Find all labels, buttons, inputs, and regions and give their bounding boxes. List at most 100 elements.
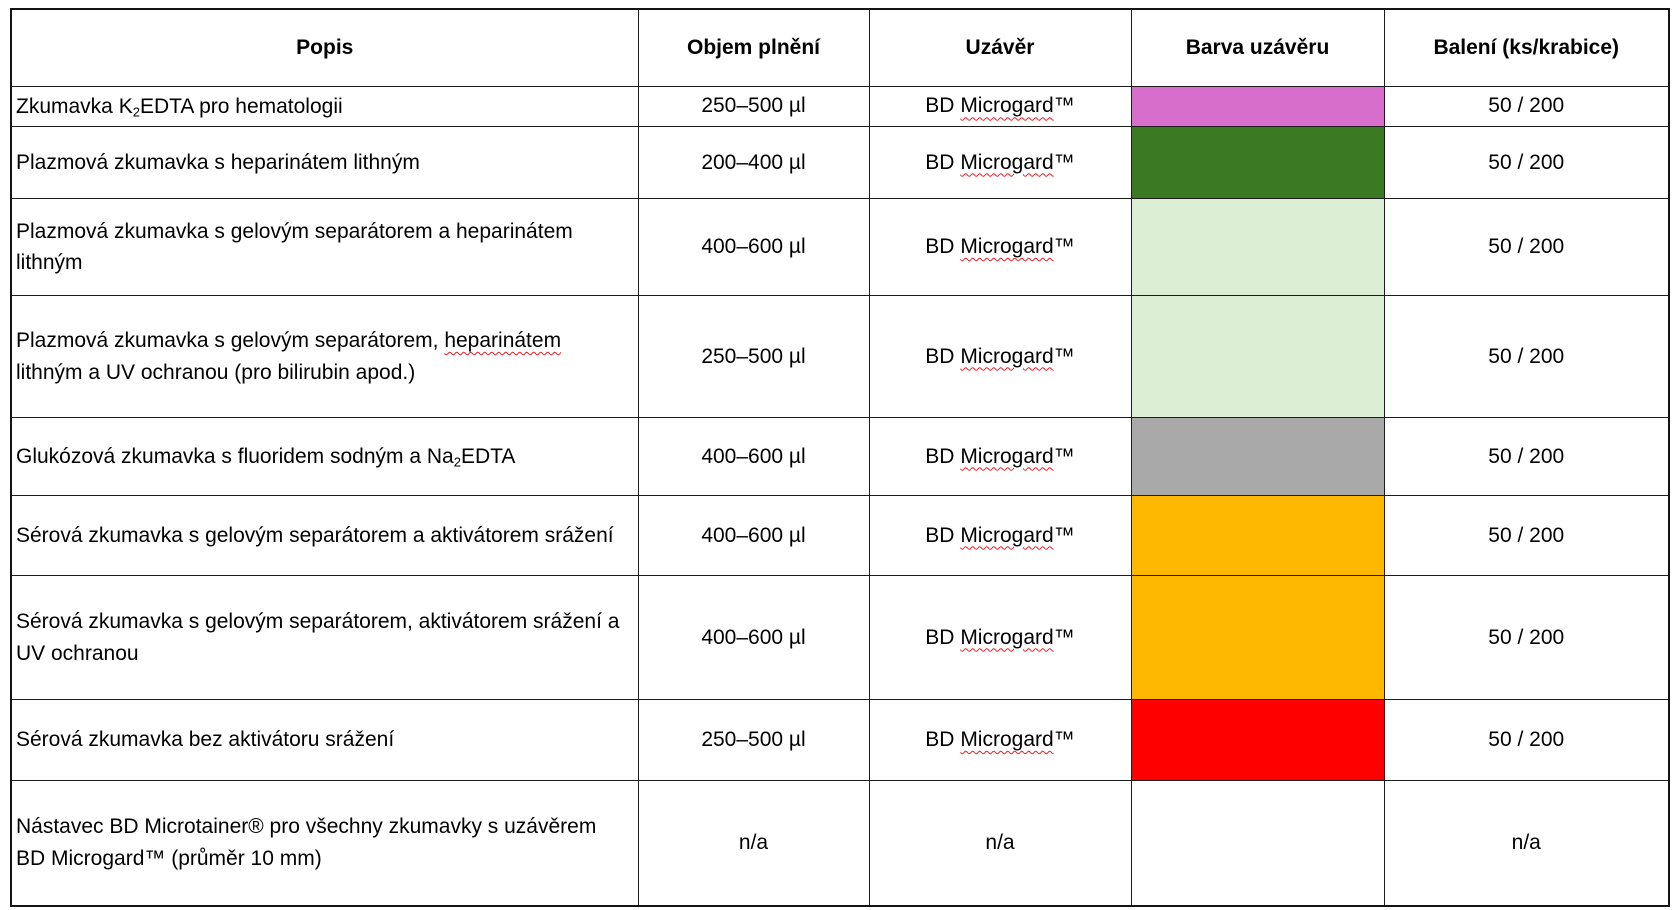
text-segment: ™ [1053,344,1075,368]
text-segment: BD [925,150,961,174]
cap-color-swatch [1130,126,1385,199]
text-segment: lithným a UV ochranou (pro bilirubin apo… [16,360,416,384]
misspelled-text: Microgard [960,728,1054,751]
misspelled-text: Microgard [960,94,1054,118]
fill-volume-cell: 250–500 µl [637,85,870,127]
closure-cell: BD Microgard™ [868,295,1132,418]
packaging-cell: 50 / 200 [1383,126,1670,199]
table-row: Glukózová zkumavka s fluoridem sodným a … [10,417,1670,496]
text-segment: n/a [985,830,1015,854]
text-segment: BD [925,344,961,368]
cap-color-swatch [1130,780,1385,906]
packaging-cell: n/a [1383,780,1670,906]
table-row: Nástavec BD Microtainer® pro všechny zku… [10,780,1670,906]
cap-color-swatch [1130,699,1385,781]
closure-cell: BD Microgard™ [868,575,1132,700]
table-row: Plazmová zkumavka s heparinátem lithným … [10,126,1670,199]
text-segment: Sérová zkumavka s gelovým separátorem, a… [16,610,620,665]
description-cell: Sérová zkumavka bez aktivátoru srážení [10,699,639,781]
misspelled-text: Microgard [960,523,1054,547]
product-table: Popis Objem plnění Uzávěr Barva uzávěru … [10,8,1670,907]
closure-cell: BD Microgard™ [868,198,1132,296]
misspelled-text: Microgard [960,150,1054,174]
fill-volume-cell: 250–500 µl [637,699,870,781]
packaging-cell: 50 / 200 [1383,417,1670,496]
column-header-barva-uzaveru: Barva uzávěru [1130,8,1385,87]
text-segment: ™ [1053,94,1075,118]
description-cell: Glukózová zkumavka s fluoridem sodným a … [10,417,639,496]
table-row: Zkumavka K2EDTA pro hematologii 250–500 … [10,85,1670,127]
text-segment: EDTA [460,444,516,468]
table-row: Plazmová zkumavka s gelovým separátorem,… [10,295,1670,418]
text-segment: EDTA pro hematologii [139,94,343,118]
closure-cell: n/a [868,780,1132,906]
description-cell: Nástavec BD Microtainer® pro všechny zku… [10,780,639,906]
text-segment: Zkumavka K [16,94,133,118]
fill-volume-cell: n/a [637,780,870,906]
fill-volume-cell: 250–500 µl [637,295,870,418]
text-segment: Plazmová zkumavka s heparinátem lithným [16,150,420,174]
cap-color-swatch [1130,495,1385,576]
table-row: Sérová zkumavka s gelovým separátorem, a… [10,575,1670,700]
misspelled-text: Microgard [960,625,1054,649]
text-segment: BD [925,94,961,118]
closure-cell: BD Microgard™ [868,126,1132,199]
text-segment: BD [925,444,961,468]
text-segment: ™ [1053,728,1075,751]
fill-volume-cell: 400–600 µl [637,495,870,576]
column-header-objem-plneni: Objem plnění [637,8,870,87]
cap-color-swatch [1130,417,1385,496]
text-segment: Glukózová zkumavka s fluoridem sodným a … [16,444,454,468]
text-segment: Sérová zkumavka bez aktivátoru srážení [16,728,395,752]
misspelled-text: Microgard [960,344,1054,368]
packaging-cell: 50 / 200 [1383,495,1670,576]
closure-cell: BD Microgard™ [868,85,1132,127]
text-segment: BD [925,523,961,547]
fill-volume-cell: 400–600 µl [637,417,870,496]
cap-color-swatch [1130,295,1385,418]
text-segment: 2 [453,454,461,469]
text-segment: Plazmová zkumavka s gelovým separátorem … [16,219,573,275]
text-segment: ™ [1053,523,1075,547]
text-segment: ™ [1053,150,1075,174]
misspelled-text: heparinátem [444,329,562,352]
description-cell: Zkumavka K2EDTA pro hematologii [10,85,639,127]
text-segment: BD [925,235,961,258]
table-row: Sérová zkumavka bez aktivátoru srážení 2… [10,699,1670,781]
packaging-cell: 50 / 200 [1383,575,1670,700]
description-cell: Plazmová zkumavka s gelovým separátorem,… [10,295,639,418]
column-header-popis: Popis [10,8,639,87]
text-segment: ™ [1053,625,1075,649]
packaging-cell: 50 / 200 [1383,699,1670,781]
cap-color-swatch [1130,198,1385,296]
misspelled-text: Microgard [960,444,1054,468]
packaging-cell: 50 / 200 [1383,85,1670,127]
misspelled-text: Microgard [960,235,1054,258]
table-row: Sérová zkumavka s gelovým separátorem a … [10,495,1670,576]
fill-volume-cell: 400–600 µl [637,198,870,296]
closure-cell: BD Microgard™ [868,417,1132,496]
text-segment: BD [925,728,961,751]
text-segment: ™ [1053,235,1075,258]
packaging-cell: 50 / 200 [1383,295,1670,418]
text-segment: Nástavec BD Microtainer® pro všechny zku… [16,815,597,870]
text-segment: Plazmová zkumavka s gelovým separátorem, [16,329,445,352]
description-cell: Sérová zkumavka s gelovým separátorem a … [10,495,639,576]
closure-cell: BD Microgard™ [868,495,1132,576]
cap-color-swatch [1130,85,1385,127]
closure-cell: BD Microgard™ [868,699,1132,781]
fill-volume-cell: 400–600 µl [637,575,870,700]
cap-color-swatch [1130,575,1385,700]
header-row: Popis Objem plnění Uzávěr Barva uzávěru … [10,8,1670,87]
text-segment: Sérová zkumavka s gelovým separátorem a … [16,523,614,547]
description-cell: Plazmová zkumavka s gelovým separátorem … [10,198,639,296]
description-cell: Sérová zkumavka s gelovým separátorem, a… [10,575,639,700]
column-header-baleni: Balení (ks/krabice) [1383,8,1670,87]
fill-volume-cell: 200–400 µl [637,126,870,199]
column-header-uzaver: Uzávěr [868,8,1132,87]
text-segment: ™ [1053,444,1075,468]
description-cell: Plazmová zkumavka s heparinátem lithným [10,126,639,199]
text-segment: BD [925,625,961,649]
text-segment: 2 [132,103,140,119]
